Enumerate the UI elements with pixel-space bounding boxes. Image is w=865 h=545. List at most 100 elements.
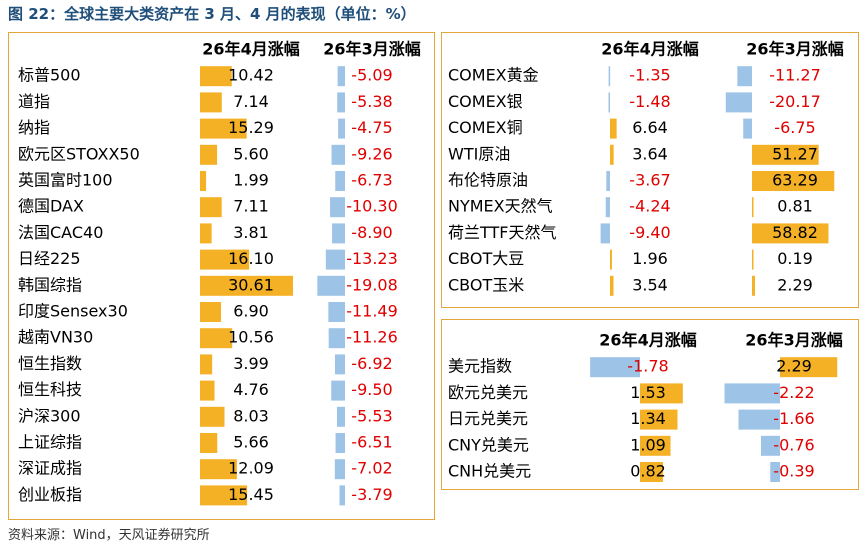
data-bar — [200, 485, 248, 506]
row-label: COMEX铜 — [448, 118, 523, 137]
data-bar — [738, 409, 780, 430]
row-label: COMEX银 — [448, 92, 523, 111]
data-label: -6.51 — [351, 433, 392, 452]
data-label: 0.81 — [777, 197, 813, 216]
data-bar — [337, 66, 345, 87]
data-label: -1.78 — [627, 357, 668, 376]
data-label: 30.61 — [228, 275, 274, 294]
data-label: -9.40 — [629, 223, 670, 242]
data-bar — [640, 409, 678, 430]
data-label: -10.30 — [346, 197, 398, 216]
data-label: 0.82 — [630, 462, 666, 481]
row-label: 恒生科技 — [18, 380, 82, 399]
data-bar — [334, 459, 345, 480]
fx-table-frame — [441, 319, 859, 490]
row-label: 英国富时100 — [18, 171, 113, 190]
data-label: -0.76 — [773, 435, 814, 454]
data-label: 2.29 — [777, 275, 813, 294]
data-bar — [338, 118, 345, 139]
data-bar — [328, 328, 345, 349]
data-bar — [610, 275, 614, 296]
data-bar — [336, 406, 345, 427]
data-bar — [608, 66, 611, 87]
data-bar — [200, 275, 293, 296]
data-label: 0.19 — [777, 249, 813, 268]
data-label: 3.81 — [233, 223, 269, 242]
data-bar — [337, 92, 345, 113]
data-bar — [200, 406, 225, 427]
data-bar — [608, 92, 611, 113]
data-bar — [640, 383, 683, 404]
data-label: 10.42 — [228, 66, 274, 85]
data-bar — [200, 171, 207, 191]
row-label: 沪深300 — [18, 406, 81, 425]
data-label: -0.39 — [773, 462, 814, 481]
row-label: 深证成指 — [18, 459, 82, 478]
data-bar — [752, 197, 754, 218]
data-bar — [200, 328, 233, 349]
data-label: 7.14 — [233, 92, 269, 111]
data-bar — [200, 433, 218, 453]
row-label: 欧元兑美元 — [448, 383, 528, 402]
data-label: 63.29 — [772, 171, 818, 190]
data-bar — [743, 118, 752, 139]
row-label: 布伦特原油 — [448, 171, 528, 190]
data-bar — [325, 249, 345, 270]
data-bar — [610, 249, 612, 270]
data-label: -1.66 — [773, 409, 814, 428]
data-bar — [752, 249, 754, 270]
data-bar — [200, 302, 222, 322]
data-bar — [200, 354, 213, 375]
column-header: 26年3月涨幅 — [745, 331, 842, 350]
data-bar — [339, 485, 345, 506]
data-bar — [317, 275, 345, 296]
data-bar — [334, 354, 345, 375]
row-label: COMEX黄金 — [448, 66, 539, 85]
data-label: 1.99 — [233, 171, 269, 190]
row-label: 上证综指 — [18, 433, 82, 452]
data-bar — [200, 66, 232, 87]
data-bar — [332, 223, 345, 244]
row-label: 欧元区STOXX50 — [18, 144, 140, 163]
data-label: 15.29 — [228, 118, 274, 137]
data-label: -19.08 — [346, 275, 398, 294]
row-label: WTI原油 — [448, 144, 510, 163]
data-label: -7.02 — [351, 459, 392, 478]
data-bar — [200, 223, 212, 244]
data-bar — [200, 118, 247, 139]
data-bar — [335, 433, 345, 453]
row-label: CBOT玉米 — [448, 275, 524, 294]
column-header: 26年4月涨幅 — [202, 40, 299, 59]
data-label: 58.82 — [772, 223, 818, 242]
data-bar — [605, 197, 610, 218]
data-bar — [331, 380, 345, 401]
data-bar — [330, 197, 345, 218]
data-label: -2.22 — [773, 383, 814, 402]
source-note: 资料来源：Wind，天风证券研究所 — [8, 528, 210, 543]
data-label: -4.24 — [629, 197, 670, 216]
data-label: -3.67 — [629, 171, 670, 190]
data-label: -1.35 — [629, 66, 670, 85]
row-label: 荷兰TTF天然气 — [448, 223, 556, 242]
commodity-table-frame — [441, 32, 859, 308]
data-label: -6.75 — [774, 118, 815, 137]
data-label: -9.50 — [351, 380, 392, 399]
row-label: 德国DAX — [18, 197, 84, 216]
row-label: 纳指 — [18, 118, 50, 137]
row-label: 法国CAC40 — [18, 223, 103, 242]
row-label: 越南VN30 — [18, 328, 93, 347]
data-bar — [200, 144, 218, 165]
data-bar — [200, 197, 222, 218]
row-label: 印度Sensex30 — [18, 302, 128, 321]
data-label: -20.17 — [769, 92, 821, 111]
data-bar — [335, 171, 345, 191]
data-label: 8.03 — [233, 406, 269, 425]
data-bar — [610, 118, 617, 139]
data-bar — [752, 144, 819, 165]
row-label: CNH兑美元 — [448, 462, 531, 481]
data-bar — [200, 380, 215, 401]
row-label: 创业板指 — [18, 485, 82, 504]
data-label: 7.11 — [233, 197, 269, 216]
row-label: 恒生指数 — [18, 354, 82, 373]
